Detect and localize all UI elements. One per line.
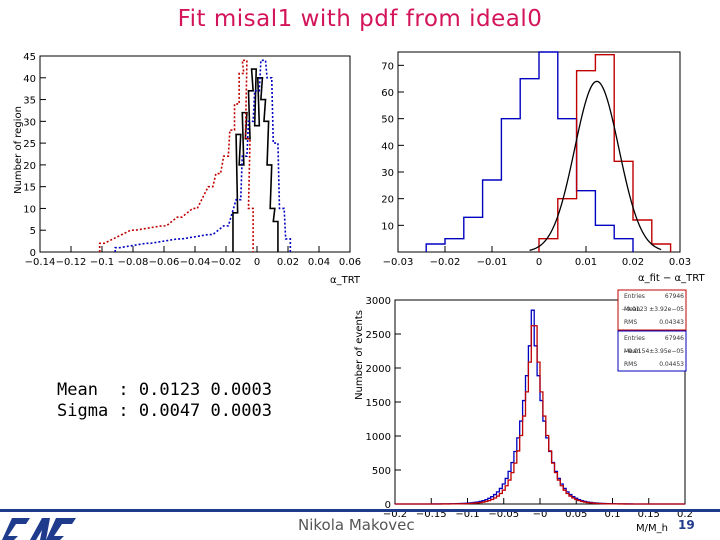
x-tick-label: 0.1 bbox=[605, 509, 621, 520]
y-tick-label: 1000 bbox=[366, 432, 391, 443]
right-bottom-series-red bbox=[394, 325, 685, 505]
cac-logo-icon bbox=[2, 518, 76, 540]
stat1-rms-label: RMS bbox=[624, 319, 637, 326]
x-tick-label: −0.06 bbox=[149, 257, 180, 268]
stat2-rms-value: 0.04453 bbox=[659, 361, 684, 368]
stat1-rms-value: 0.04343 bbox=[659, 319, 684, 326]
y-tick-label: 0 bbox=[30, 248, 36, 259]
left-series-red bbox=[98, 59, 254, 252]
left-frame bbox=[39, 55, 351, 253]
x-tick-label: 0.02 bbox=[277, 257, 299, 268]
author-name: Nikola Makovec bbox=[298, 516, 415, 534]
stat1-mean-value: −0.0123 ±3.92e−05 bbox=[621, 306, 684, 313]
chart-right-bottom: 0 500 1000 1500 2000 2500 3000 −0.2 −0.15 −0.1 −0… bbox=[354, 289, 693, 534]
y-tick-label: 40 bbox=[381, 141, 394, 152]
y-tick-label: 2000 bbox=[366, 364, 391, 375]
stat-box-2: Entries 67946 Mean −0.0154±3.95e−05 RMS … bbox=[617, 330, 687, 372]
x-tick-label: −0.14 bbox=[25, 257, 56, 268]
y-tick-label: 45 bbox=[23, 52, 36, 63]
right-top-gauss-fit bbox=[529, 80, 662, 251]
x-tick-label: −0.1 bbox=[90, 257, 114, 268]
left-xlabel: α_TRT bbox=[330, 275, 361, 286]
x-tick-label: −0 bbox=[533, 509, 548, 520]
y-tick-label: 0 bbox=[385, 500, 391, 511]
stat2-mean-label: Mean bbox=[624, 348, 641, 355]
x-tick-label: −0.04 bbox=[180, 257, 211, 268]
stat1-mean-label: Mean bbox=[624, 306, 641, 313]
right-top-xlabel: α_fit − α_TRT bbox=[638, 273, 705, 284]
stat2-entries-value: 67946 bbox=[665, 335, 684, 342]
stat-box-1: Entries 67946 Mean −0.0123 ±3.92e−05 RMS… bbox=[617, 289, 687, 331]
y-tick-label: 40 bbox=[23, 74, 36, 85]
stat1-entries-label: Entries bbox=[624, 293, 645, 300]
x-tick-label: 0.2 bbox=[677, 509, 693, 520]
y-tick-label: 30 bbox=[23, 117, 36, 128]
y-tick-label: 25 bbox=[23, 139, 36, 150]
x-tick-label: −0.05 bbox=[488, 509, 519, 520]
y-tick-label: 5 bbox=[30, 226, 36, 237]
fit-mean-line: Mean : 0.0123 0.0003 bbox=[57, 380, 272, 400]
slide-number: 19 bbox=[678, 518, 695, 532]
x-tick-label: 0.15 bbox=[638, 509, 660, 520]
stat2-entries-label: Entries bbox=[624, 335, 645, 342]
right-bottom-xlabel: M/M_h bbox=[636, 523, 668, 534]
x-tick-label: 0.04 bbox=[308, 257, 330, 268]
x-tick-label: 0.05 bbox=[565, 509, 587, 520]
stat2-rms-label: RMS bbox=[624, 361, 637, 368]
left-ylabel: Number of region bbox=[13, 106, 24, 194]
left-series-black bbox=[232, 68, 279, 252]
x-tick-label: −0.15 bbox=[416, 509, 447, 520]
y-tick-label: 60 bbox=[381, 88, 394, 99]
y-tick-label: 15 bbox=[23, 183, 36, 194]
fit-results: Mean : 0.0123 0.0003 Sigma : 0.0047 0.00… bbox=[57, 380, 272, 422]
y-tick-label: 2500 bbox=[366, 330, 391, 341]
x-tick-label: −0.02 bbox=[211, 257, 242, 268]
y-tick-label: 20 bbox=[381, 195, 394, 206]
x-tick-label: −0.01 bbox=[477, 257, 508, 268]
x-tick-label: −0.03 bbox=[383, 257, 414, 268]
fit-sigma-line: Sigma : 0.0047 0.0003 bbox=[57, 401, 272, 421]
y-tick-label: 20 bbox=[23, 161, 36, 172]
x-tick-label: 0 bbox=[536, 257, 542, 268]
y-tick-label: 10 bbox=[381, 221, 394, 232]
y-tick-label: 70 bbox=[381, 61, 394, 72]
x-tick-label: 0.02 bbox=[622, 257, 644, 268]
stat1-entries-value: 67946 bbox=[665, 293, 684, 300]
right-top-series-blue bbox=[425, 51, 634, 252]
x-tick-label: 0.01 bbox=[575, 257, 597, 268]
x-tick-label: −0.2 bbox=[383, 509, 407, 520]
x-tick-label: 0.06 bbox=[339, 257, 361, 268]
stat2-mean-value: −0.0154±3.95e−05 bbox=[623, 348, 684, 355]
y-tick-label: 3000 bbox=[366, 296, 391, 307]
slide-title: Fit misal1 with pdf from ideal0 bbox=[177, 6, 543, 32]
y-tick-label: 35 bbox=[23, 96, 36, 107]
y-tick-label: 50 bbox=[381, 115, 394, 126]
x-tick-label: 0.03 bbox=[669, 257, 691, 268]
x-tick-label: 0 bbox=[254, 257, 260, 268]
y-tick-label: 30 bbox=[381, 168, 394, 179]
y-tick-label: 500 bbox=[372, 466, 391, 477]
x-tick-label: −0.08 bbox=[118, 257, 149, 268]
bottom-divider bbox=[0, 509, 720, 512]
x-tick-label: −0.02 bbox=[430, 257, 461, 268]
right-bottom-ylabel: Number of events bbox=[354, 310, 365, 400]
x-tick-label: −0.12 bbox=[56, 257, 87, 268]
chart-right-top: 10 20 30 40 50 60 70 −0.03 −0.02 −0.01 0 0.01 0.02 0… bbox=[381, 51, 705, 284]
right-top-series-red bbox=[538, 53, 672, 252]
y-tick-label: 10 bbox=[23, 204, 36, 215]
y-tick-label: 1500 bbox=[366, 398, 391, 409]
x-tick-label: −0.1 bbox=[455, 509, 479, 520]
